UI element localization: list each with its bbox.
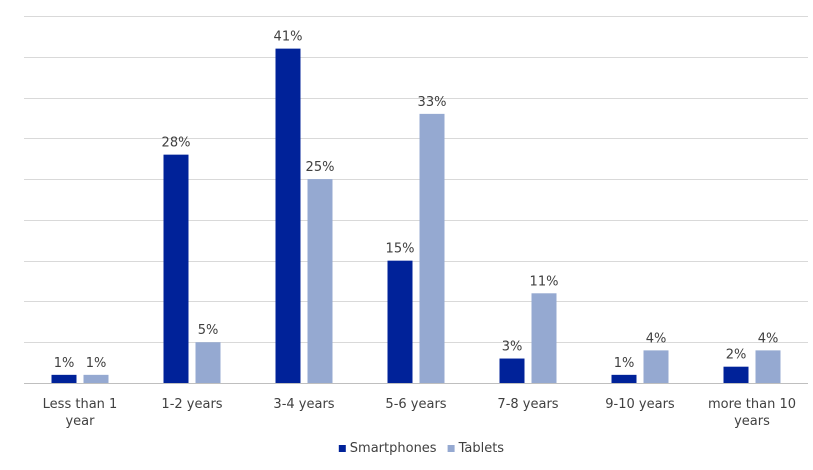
- data-label-tablets-2: 5%: [198, 323, 219, 338]
- bar-tablets-1: [83, 374, 109, 383]
- data-label-tablets-6: 4%: [646, 331, 667, 346]
- legend-label: Tablets: [458, 441, 505, 456]
- legend-swatch: [447, 445, 455, 452]
- legend: Smartphones Tablets: [338, 441, 505, 456]
- legend-label: Smartphones: [350, 441, 437, 456]
- bar-tablets-4: [419, 113, 445, 383]
- legend-item-smartphones: Smartphones: [338, 441, 437, 456]
- legend-item-tablets: Tablets: [447, 441, 505, 456]
- data-label-tablets-4: 33%: [418, 95, 447, 110]
- bar-smartphones-2: [163, 154, 189, 383]
- x-tick-label-1: Less than 1 year: [43, 397, 118, 429]
- x-tick-label-3: 3-4 years: [273, 397, 334, 412]
- x-tick-label-4: 5-6 years: [385, 397, 446, 412]
- x-axis: Less than 1 year 1-2 years 3-4 years 5-6 yea…: [24, 383, 808, 429]
- data-label-smartphones-5: 3%: [502, 340, 523, 355]
- data-label-smartphones-3: 41%: [274, 30, 303, 45]
- data-label-smartphones-2: 28%: [162, 136, 191, 151]
- bar-smartphones-5: [499, 358, 525, 383]
- bar-smartphones-4: [387, 260, 413, 383]
- bar-smartphones-6: [611, 374, 637, 383]
- x-tick-label-7: more than 10 years: [708, 397, 796, 429]
- data-label-smartphones-4: 15%: [386, 242, 415, 257]
- bar-tablets-5: [531, 293, 557, 383]
- bar-smartphones-1: [51, 374, 77, 383]
- x-tick-label-2: 1-2 years: [161, 397, 222, 412]
- data-label-smartphones-1: 1%: [54, 356, 75, 371]
- data-label-tablets-7: 4%: [758, 331, 779, 346]
- bar-tablets-6: [643, 350, 669, 383]
- data-label-tablets-1: 1%: [86, 356, 107, 371]
- bar-tablets-2: [195, 342, 221, 383]
- x-tick-label-5: 7-8 years: [497, 397, 558, 412]
- data-label-tablets-5: 11%: [530, 274, 559, 289]
- bar-tablets-7: [755, 350, 781, 383]
- data-label-tablets-3: 25%: [306, 160, 335, 175]
- bar-tablets-3: [307, 179, 333, 383]
- legend-swatch: [338, 445, 346, 452]
- data-label-smartphones-6: 1%: [614, 356, 635, 371]
- data-label-smartphones-7: 2%: [726, 348, 747, 363]
- bar-smartphones-3: [275, 48, 301, 383]
- bars: [51, 48, 781, 383]
- gridlines: [24, 16, 808, 343]
- bar-smartphones-7: [723, 366, 749, 383]
- x-tick-label-6: 9-10 years: [605, 397, 675, 412]
- data-labels: 1% 1% 28% 5% 41% 25% 15% 33% 3% 11% 1% 4% 2% 4%: [54, 30, 779, 371]
